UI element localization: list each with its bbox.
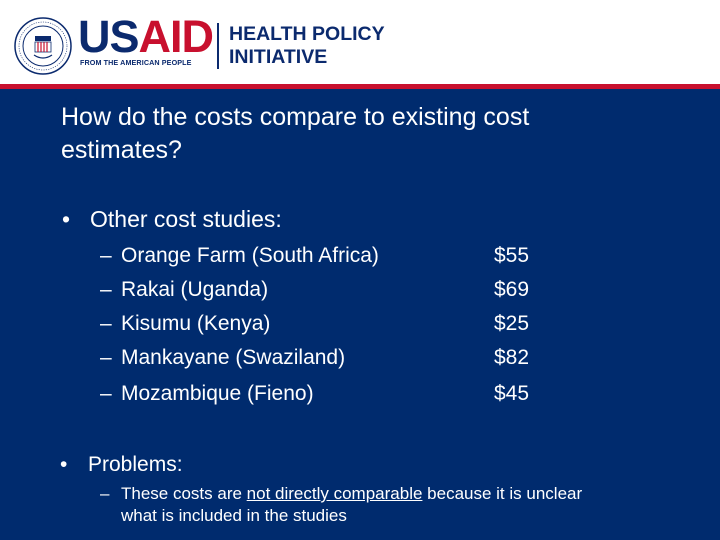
slide-title: How do the costs compare to existing cos… bbox=[61, 101, 661, 167]
study-row: – Mankayane (Swaziland) $82 bbox=[100, 343, 560, 373]
study-row: – Orange Farm (South Africa) $55 bbox=[100, 241, 560, 271]
usaid-logo-wordmark: USAID bbox=[78, 11, 214, 62]
study-cost: $25 bbox=[494, 312, 530, 335]
usaid-logo-us: US bbox=[78, 11, 140, 62]
problem-text-underlined: not directly comparable bbox=[246, 484, 423, 503]
header-accent-rule bbox=[0, 84, 720, 89]
problem-text-part1: These costs are bbox=[121, 484, 247, 503]
bullet-dot: • bbox=[62, 206, 71, 232]
usaid-tagline: FROM THE AMERICAN PEOPLE bbox=[80, 58, 192, 67]
sub-bullet-dash: – bbox=[100, 244, 112, 267]
sub-bullet-dash: – bbox=[100, 312, 112, 335]
program-name-line1: HEALTH POLICY bbox=[229, 23, 385, 45]
usaid-logo-aid: AID bbox=[138, 11, 214, 62]
problem-text-part2: because it is unclear what is included i… bbox=[121, 484, 583, 525]
study-row: – Rakai (Uganda) $69 bbox=[100, 275, 560, 305]
study-cost: $45 bbox=[494, 382, 530, 405]
slide-body: How do the costs compare to existing cos… bbox=[0, 89, 720, 540]
study-place: Mankayane (Swaziland) bbox=[121, 346, 346, 369]
bullet-dot: • bbox=[60, 453, 68, 476]
slide-title-line2: estimates? bbox=[61, 136, 182, 164]
header-banner: USAID FROM THE AMERICAN PEOPLE HEALTH PO… bbox=[0, 0, 720, 84]
sub-bullet-dash: – bbox=[100, 346, 112, 369]
study-cost: $82 bbox=[494, 346, 530, 369]
study-cost: $69 bbox=[494, 278, 530, 301]
sub-bullet-dash: – bbox=[100, 278, 112, 301]
usaid-seal-icon bbox=[14, 17, 72, 75]
sub-bullet-dash: – bbox=[100, 382, 112, 405]
program-name-line2: INITIATIVE bbox=[229, 46, 328, 68]
program-logo-text: HEALTH POLICY INITIATIVE bbox=[229, 23, 385, 69]
study-cost: $55 bbox=[494, 244, 530, 267]
sub-bullet-dash: – bbox=[100, 484, 110, 503]
study-row: – Kisumu (Kenya) $25 bbox=[100, 309, 560, 339]
study-place: Kisumu (Kenya) bbox=[121, 312, 271, 335]
bullet-text: Problems: bbox=[88, 453, 183, 476]
study-place: Orange Farm (South Africa) bbox=[121, 244, 379, 267]
study-place: Mozambique (Fieno) bbox=[121, 382, 314, 405]
problem-text: These costs are not directly comparable … bbox=[121, 483, 611, 527]
bullet-text: Other cost studies: bbox=[90, 206, 282, 232]
study-row: – Mozambique (Fieno) $45 bbox=[100, 379, 560, 409]
slide-title-line1: How do the costs compare to existing cos… bbox=[61, 103, 530, 131]
study-place: Rakai (Uganda) bbox=[121, 278, 269, 301]
logo-divider bbox=[217, 23, 219, 69]
